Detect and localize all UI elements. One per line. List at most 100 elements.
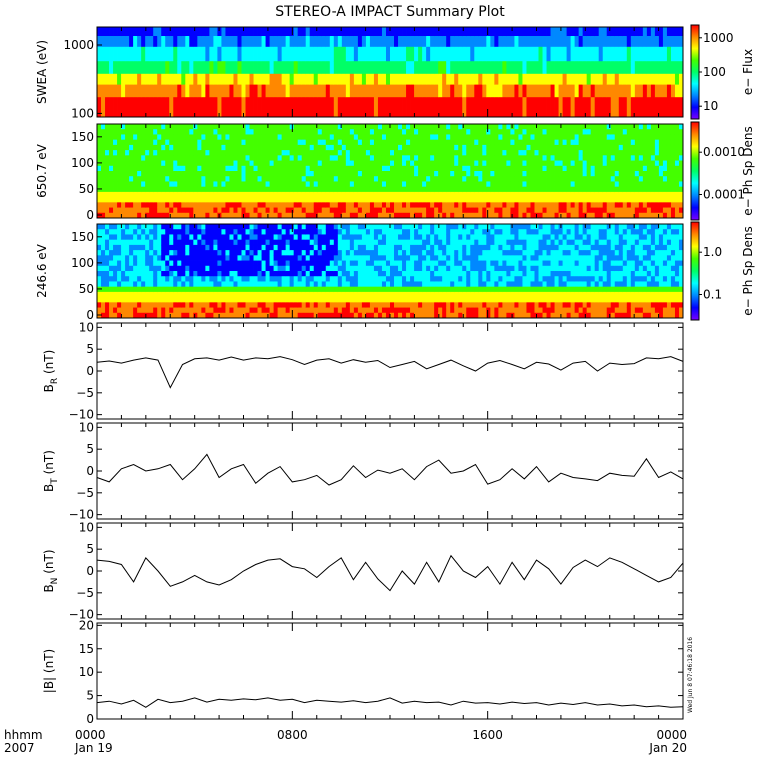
pad_650-cell [285,197,291,203]
pad_650-cell [534,181,539,188]
pad_650-cell [514,144,519,151]
pad_650-cell [241,139,246,146]
pad_246-cell [141,234,146,241]
pad_650-cell [217,124,222,130]
pad_246-cell [193,250,198,256]
pad_650-cell [269,191,275,198]
pad_650-cell [125,139,130,146]
pad_246-cell [109,291,114,298]
pad_650-colorbar-tick-label: 0.0010 [703,145,745,159]
pad_650-cell [570,202,576,208]
swea-cell [225,97,230,118]
swea-cell [590,46,596,62]
pad_650-cell [349,207,355,214]
pad_650-cell [261,124,266,130]
pad_246-cell [173,229,178,235]
pad_246-cell [297,271,303,277]
pad_650-cell [357,181,363,188]
swea-cell [217,61,222,75]
pad_650-cell [510,186,515,193]
pad_246-cell [349,239,355,246]
pad_650-cell [526,171,531,177]
pad_650-cell [494,197,499,203]
pad_650-cell [414,150,419,156]
swea-cell [357,84,363,98]
pad_246-cell [325,260,331,267]
pad_246-cell [281,276,287,282]
pad_650-cell [233,191,238,198]
swea-cell [654,46,660,62]
pad_650-cell [177,144,182,151]
pad_650-cell [462,191,467,198]
pad_246-cell [117,234,122,241]
pad_650-cell [474,134,479,141]
pad_246-cell [169,234,174,241]
pad_246-cell [213,224,218,230]
pad_246-cell [253,224,258,230]
swea-cell [646,97,652,118]
pad_650-cell [614,165,620,172]
pad_650-cell [462,176,467,182]
pad_650-cell [225,176,230,182]
pad_650-cell [630,144,636,151]
pad_650-cell [201,165,206,172]
pad_246-cell [261,250,266,256]
pad_650-cell [434,124,439,130]
pad_246-cell [229,239,234,246]
pad_246-cell [133,260,138,267]
pad_650-cell [337,150,343,156]
pad_650-cell [454,165,459,172]
pad_246-cell [169,244,174,251]
pad_246-cell [245,276,250,282]
swea-cell [157,36,162,48]
pad_650-cell [385,155,391,161]
pad_650-cell [181,202,186,208]
pad_650-cell [582,139,588,146]
pad_650-cell [506,191,511,198]
swea-cell [309,27,315,37]
swea-cell [578,46,584,62]
pad_650-cell [309,186,315,193]
pad_246-cell [321,307,327,314]
pad_650-cell [309,171,315,177]
pad_650-cell [225,144,230,151]
swea-cell [173,36,178,48]
pad_246-cell [189,244,194,251]
swea-cell [418,84,423,98]
pad_650-cell [590,207,596,214]
pad_246-cell [237,255,242,261]
pad_246-cell [161,229,166,235]
pad_246-cell [341,291,347,298]
pad_246-cell [289,297,295,303]
pad_650-cell [590,144,596,151]
pad_246-cell [105,312,110,319]
pad_650-cell [510,139,515,146]
swea-cell [289,73,295,85]
pad_246-cell [217,234,222,241]
pad_650-cell [414,212,419,219]
swea-cell [634,84,640,98]
pad_650-cell [510,212,515,219]
pad_650-cell [678,171,684,177]
pad_246-cell [217,286,222,293]
pad_650-cell [293,197,299,203]
pad_246-cell [225,281,230,288]
swea-cell [590,61,596,75]
pad_650-cell [614,212,620,219]
pad_246-cell [337,244,343,251]
pad_650-cell [618,129,624,135]
pad_650-cell [558,207,563,214]
pad_650-cell [510,160,515,167]
pad_650-cell [546,181,551,188]
pad_246-cell [333,255,339,261]
pad_650-cell [574,139,580,146]
pad_650-cell [153,160,158,167]
pad_650-cell [313,165,319,172]
pad_650-cell [333,160,339,167]
pad_246-cell [285,307,291,314]
pad_650-cell [426,202,431,208]
pad_246-cell [297,302,303,308]
pad_650-cell [277,144,283,151]
pad_246-cell [253,286,258,293]
swea-cell [390,97,395,118]
